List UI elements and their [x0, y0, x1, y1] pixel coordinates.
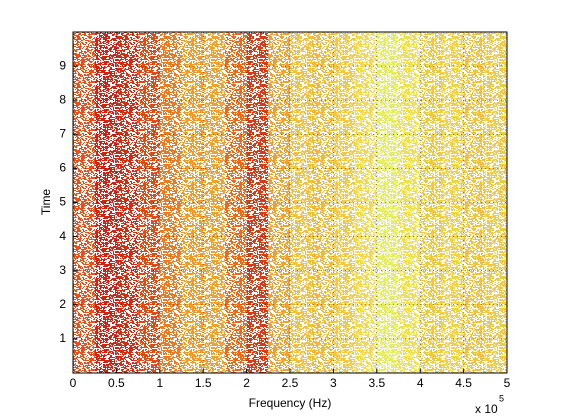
y-tick-label: 3: [59, 263, 66, 277]
x-multiplier: x 10: [475, 402, 498, 416]
y-tick-label: 6: [59, 161, 66, 175]
y-tick-label: 9: [59, 58, 66, 72]
y-axis-label: Time: [39, 189, 53, 216]
x-tick-label: 4.5: [455, 376, 472, 390]
x-multiplier-exponent: 5: [499, 393, 504, 403]
x-tick-label: 1.5: [195, 376, 212, 390]
x-tick-label: 3.5: [368, 376, 385, 390]
x-axis-label: Frequency (Hz): [249, 396, 332, 410]
y-tick-label: 1: [59, 331, 66, 345]
x-tick-label: 2.5: [282, 376, 299, 390]
x-tick-label: 0.5: [108, 376, 125, 390]
x-tick-label: 5: [504, 376, 511, 390]
y-tick-label: 8: [59, 92, 66, 106]
y-tick-label: 4: [59, 229, 66, 243]
x-tick-label: 2: [243, 376, 250, 390]
x-tick-label: 1: [156, 376, 163, 390]
grid: [72, 32, 508, 373]
y-tick-label: 5: [59, 195, 66, 209]
x-tick-label: 4: [417, 376, 424, 390]
y-tick-label: 2: [59, 297, 66, 311]
x-tick-label: 3: [330, 376, 337, 390]
x-tick-label: 0: [70, 376, 77, 390]
y-tick-label: 7: [59, 126, 66, 140]
